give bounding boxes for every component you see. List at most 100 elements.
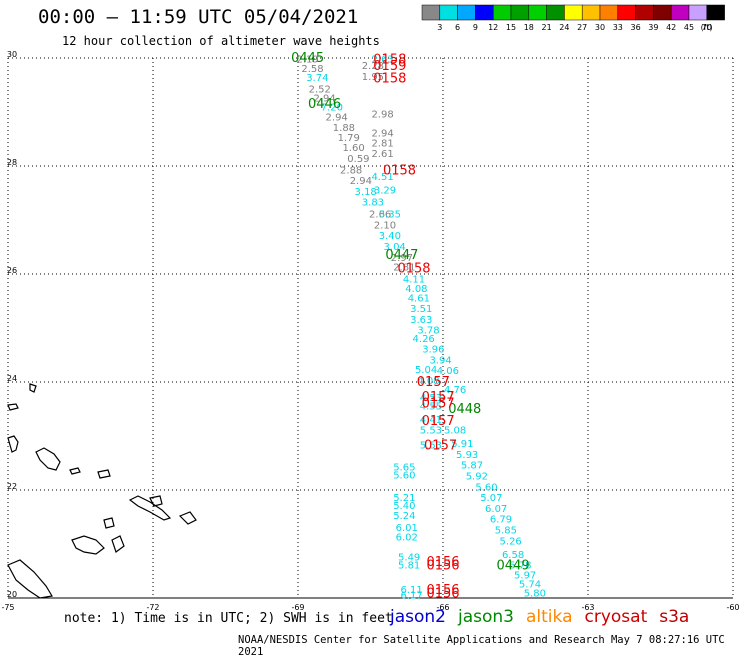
colorbar-tick-label: 3 [437,23,442,32]
swh-value-label: 2.66 [369,210,391,221]
swh-value-label: 3.78 [417,326,439,337]
swh-value-label: 1.88 [333,123,355,134]
swh-value-label: 5.60 [475,482,497,493]
swh-value-label: 3.18 [355,187,377,198]
colorbar-unit: (ft) [701,23,713,32]
footnote: note: 1) Time is in UTC; 2) SWH is in fe… [64,611,393,626]
pass-time-label: 0158 [397,262,430,277]
swh-value-label: 5.53 [420,426,442,437]
swh-value-label: 2.61 [371,149,393,160]
swh-value-label: 3.94 [429,355,451,366]
swh-value-label: 6.58 [502,550,524,561]
swh-value-label: 2.28 [362,61,384,72]
colorbar-tick-label: 27 [577,23,587,32]
pass-time-label: 0158 [383,163,416,178]
graticule-grid [7,57,734,599]
swh-value-label: 5.53 [420,441,442,452]
swh-value-label: 5.07 [480,493,502,504]
colorbar-tick-label: 15 [506,23,516,32]
y-tick-label: 20 [7,590,17,599]
colorbar-legend: 3 6 9 12 15 18 21 24 27 30 33 36 39 42 45 70(ft) [421,4,725,32]
pass-time-label: 0156 [426,559,459,574]
colorbar-swatch [564,4,583,21]
colorbar-swatch [492,4,512,21]
colorbar-swatch [688,4,708,21]
pass-time-label: 0159 [373,59,406,74]
swh-value-label: 4.11 [403,274,425,285]
swh-value-label: 5.21 [393,493,415,504]
colorbar-tick-label: 24 [559,23,569,32]
swh-value-label: 5.85 [495,526,517,537]
swh-value-label: 5.87 [461,461,483,472]
pass-time-label: 0157 [422,390,455,405]
colorbar-swatch [653,4,672,21]
swh-value-label: 4.55 [420,401,442,412]
swh-value-label: 4.76 [444,385,466,396]
island-outline [71,535,105,555]
island-outline [178,511,197,525]
swh-value-label: 5.91 [451,439,473,450]
pass-time-label: 0158 [373,72,406,87]
mission-s3a: s3a [659,607,690,627]
swh-value-label: 2.10 [374,220,396,231]
swh-value-label: 2.81 [393,263,415,274]
mission-cryosat: cryosat [584,607,648,627]
colorbar-swatch [510,4,530,21]
page-subtitle: 12 hour collection of altimeter wave hei… [62,34,380,48]
colorbar-swatch [635,4,654,21]
island-outline [7,559,53,599]
axis-ticks: -75 -72 -69 -66 -63 -60 20 22 24 26 28 30 [1,50,739,612]
pass-time-label: 0156 [426,583,459,598]
swh-value-label: 5.24 [393,511,415,522]
pass-time-label: 0448 [448,402,481,417]
pass-time-label: 0156 [426,587,459,602]
swh-value-label: 4.06 [437,366,459,377]
swh-value-label: 2.94 [371,129,393,140]
swh-value-label: 2.52 [309,84,331,95]
x-tick-label: -69 [291,603,304,612]
swh-value-label: 1.79 [338,133,360,144]
swh-value-label: 5.04 [415,365,437,376]
swh-value-label: 5.78 [509,561,531,572]
swh-value-label: 2.98 [371,110,393,121]
swh-value-label: 3.51 [410,304,432,315]
swh-value-label: 3.63 [410,315,432,326]
colorbar-tick-label: 45 [684,23,694,32]
swh-value-label: 5.26 [500,536,522,547]
swh-value-label: 6.02 [396,533,418,544]
island-outline [7,403,19,411]
swh-value-label: 3.35 [379,210,401,221]
colorbar-swatch [599,4,619,21]
colorbar-swatch [528,4,547,21]
island-outline [128,495,172,521]
pass-time-label: 0447 [385,248,418,263]
colorbar-tick-label: 30 [595,23,605,32]
colorbar-swatch [439,4,458,21]
pass-time-label: 0156 [426,555,459,570]
colorbar-tick-label: 9 [473,23,478,32]
island-outline [69,467,81,475]
swh-value-label: 5.74 [519,580,541,591]
swh-value-label: 2.97 [391,253,413,264]
colorbar-tick-label: 39 [648,23,658,32]
swh-value-label: 5.93 [456,450,478,461]
coastline [7,383,197,599]
x-tick-label: -72 [146,603,159,612]
swh-value-label: 5.81 [398,561,420,572]
colorbar-swatch [706,4,725,21]
wave-height-labels: 2.192.583.742.522.947.202.941.881.791.60… [291,51,546,602]
mission-jason3: jason3 [458,607,514,627]
pass-time-label: 0157 [422,414,455,429]
swh-value-label: 2.94 [350,176,372,187]
colorbar-swatch [581,4,601,21]
x-tick-label: -63 [581,603,594,612]
pass-time-label: 0157 [417,375,450,390]
pass-time-label: 0158 [373,53,406,68]
colorbar-tick-label: 70 [702,23,712,32]
swh-value-label: 2.88 [340,165,362,176]
y-tick-label: 24 [7,374,17,383]
swh-value-label: 6.79 [490,515,512,526]
swh-value-label: 3.74 [306,73,328,84]
colorbar-swatch [670,4,690,21]
